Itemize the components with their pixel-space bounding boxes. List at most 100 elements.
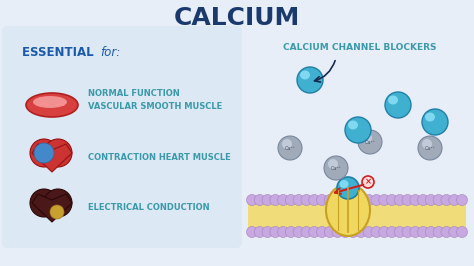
Circle shape	[317, 227, 328, 238]
Ellipse shape	[300, 70, 310, 80]
Text: CALCIUM: CALCIUM	[174, 6, 300, 30]
Circle shape	[418, 227, 428, 238]
Circle shape	[254, 227, 265, 238]
Circle shape	[456, 194, 467, 206]
Circle shape	[278, 136, 302, 160]
Circle shape	[347, 194, 359, 206]
Ellipse shape	[425, 113, 435, 122]
Circle shape	[246, 227, 257, 238]
Circle shape	[270, 194, 281, 206]
Ellipse shape	[345, 117, 371, 143]
Circle shape	[30, 189, 58, 217]
Circle shape	[425, 194, 437, 206]
Ellipse shape	[388, 95, 398, 105]
Text: ELECTRICAL CONDUCTION: ELECTRICAL CONDUCTION	[88, 203, 210, 213]
Circle shape	[285, 227, 296, 238]
Circle shape	[386, 194, 398, 206]
Circle shape	[433, 227, 444, 238]
Circle shape	[356, 194, 366, 206]
Text: Ca²⁺: Ca²⁺	[425, 147, 436, 152]
Circle shape	[324, 194, 335, 206]
Circle shape	[394, 227, 405, 238]
Circle shape	[340, 227, 351, 238]
Circle shape	[418, 194, 428, 206]
Ellipse shape	[326, 184, 370, 236]
Text: NORMAL FUNCTION
VASCULAR SMOOTH MUSCLE: NORMAL FUNCTION VASCULAR SMOOTH MUSCLE	[88, 89, 222, 111]
Circle shape	[324, 227, 335, 238]
Ellipse shape	[297, 67, 323, 93]
Circle shape	[332, 194, 343, 206]
Circle shape	[270, 227, 281, 238]
Ellipse shape	[339, 180, 348, 188]
Circle shape	[262, 194, 273, 206]
Ellipse shape	[33, 96, 67, 108]
Circle shape	[433, 194, 444, 206]
Ellipse shape	[26, 93, 78, 117]
Circle shape	[379, 194, 390, 206]
Circle shape	[386, 227, 398, 238]
Circle shape	[332, 227, 343, 238]
Polygon shape	[32, 144, 72, 172]
Polygon shape	[32, 194, 72, 222]
Text: Ca²⁺: Ca²⁺	[284, 147, 295, 152]
Circle shape	[309, 227, 320, 238]
Ellipse shape	[348, 120, 358, 130]
Circle shape	[422, 139, 432, 149]
Circle shape	[425, 227, 437, 238]
Circle shape	[379, 227, 390, 238]
Circle shape	[456, 227, 467, 238]
Circle shape	[278, 227, 289, 238]
Circle shape	[293, 194, 304, 206]
Circle shape	[340, 194, 351, 206]
Circle shape	[418, 136, 442, 160]
Circle shape	[262, 227, 273, 238]
Circle shape	[449, 227, 460, 238]
Circle shape	[358, 130, 382, 154]
Circle shape	[441, 227, 452, 238]
Text: for:: for:	[100, 45, 120, 59]
Circle shape	[371, 194, 382, 206]
Bar	[248, 200, 466, 228]
Circle shape	[282, 139, 292, 149]
Circle shape	[285, 194, 296, 206]
Circle shape	[363, 194, 374, 206]
Circle shape	[301, 194, 312, 206]
Circle shape	[301, 227, 312, 238]
Text: ESSENTIAL: ESSENTIAL	[22, 45, 98, 59]
Circle shape	[356, 227, 366, 238]
Ellipse shape	[385, 92, 411, 118]
Circle shape	[50, 205, 64, 219]
Circle shape	[254, 194, 265, 206]
Circle shape	[34, 143, 54, 163]
Circle shape	[278, 194, 289, 206]
Circle shape	[30, 139, 58, 167]
Circle shape	[402, 227, 413, 238]
Circle shape	[44, 189, 72, 217]
Circle shape	[402, 194, 413, 206]
Circle shape	[362, 176, 374, 188]
Circle shape	[363, 227, 374, 238]
Circle shape	[371, 227, 382, 238]
Text: ×: ×	[365, 177, 372, 186]
Circle shape	[394, 194, 405, 206]
Circle shape	[324, 156, 348, 180]
Circle shape	[293, 227, 304, 238]
Circle shape	[246, 194, 257, 206]
Circle shape	[317, 194, 328, 206]
Circle shape	[410, 227, 421, 238]
Text: CALCIUM CHANNEL BLOCKERS: CALCIUM CHANNEL BLOCKERS	[283, 44, 437, 52]
Text: Ca²⁺: Ca²⁺	[330, 167, 341, 172]
Circle shape	[449, 194, 460, 206]
Ellipse shape	[337, 177, 359, 199]
Circle shape	[410, 194, 421, 206]
Circle shape	[362, 133, 372, 143]
FancyBboxPatch shape	[2, 26, 242, 248]
Text: Ca²⁺: Ca²⁺	[365, 140, 375, 146]
Circle shape	[309, 194, 320, 206]
Circle shape	[347, 227, 359, 238]
Circle shape	[328, 159, 338, 169]
Ellipse shape	[422, 109, 448, 135]
Circle shape	[44, 139, 72, 167]
Text: CONTRACTION HEART MUSCLE: CONTRACTION HEART MUSCLE	[88, 153, 231, 163]
Circle shape	[441, 194, 452, 206]
